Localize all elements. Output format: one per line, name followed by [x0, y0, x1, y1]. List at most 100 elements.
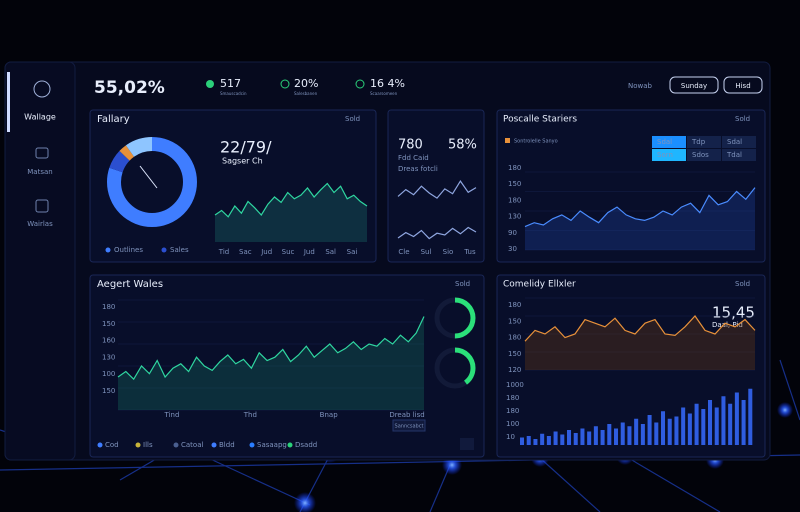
kpi-sub: Daal, Pid — [712, 321, 743, 329]
y-label: 90 — [508, 229, 517, 237]
bar — [734, 392, 739, 445]
line — [524, 315, 756, 342]
button[interactable] — [392, 419, 426, 432]
icon — [35, 199, 49, 213]
area — [118, 316, 424, 410]
y-label: 160 — [102, 337, 115, 345]
legend-label: Sales — [170, 246, 189, 254]
y-label: 150 — [102, 320, 115, 328]
nav-item[interactable]: Matsan — [27, 168, 52, 176]
legend-label: Ills — [143, 441, 153, 449]
y-label: 30 — [508, 245, 517, 253]
y-label: 100 — [506, 420, 519, 428]
table-text: Sdos — [692, 151, 709, 159]
button-label[interactable]: Sunday — [681, 82, 707, 90]
stat-label: Smauscadcin — [220, 91, 247, 96]
legend-label: Catoal — [181, 441, 203, 449]
bar — [640, 424, 645, 445]
y-label: 180 — [508, 334, 521, 342]
kpi: 15,45 — [712, 304, 755, 322]
button-label[interactable]: Sanncsabct — [395, 424, 424, 430]
link[interactable]: Nowab — [628, 82, 653, 90]
y-label: 130 — [508, 213, 521, 221]
x-label: Sal — [325, 248, 336, 256]
headline: 55,02% — [94, 78, 165, 98]
line — [524, 187, 756, 228]
panel-title: Comelidy Ellxler — [503, 280, 576, 290]
icon-button[interactable] — [460, 438, 474, 450]
area — [525, 187, 755, 250]
nav-item[interactable]: Wallage — [24, 113, 56, 122]
legend-label: Sasaapg — [257, 441, 287, 449]
y-label: 100 — [102, 370, 115, 378]
button-label[interactable]: Hisd — [735, 82, 750, 90]
legend-swatch — [161, 247, 167, 253]
table-text: Tdal — [726, 151, 742, 159]
legend-label: Bldd — [219, 441, 235, 449]
stat-value: 20% — [294, 77, 318, 90]
bar — [714, 407, 719, 445]
nav-item[interactable]: Wairlas — [27, 220, 53, 228]
icon — [206, 80, 214, 88]
x-label: Tid — [218, 248, 229, 256]
x-label: Dreab lisd — [389, 411, 424, 419]
x-label: Sai — [347, 248, 358, 256]
y-label: 150 — [508, 180, 521, 188]
table-cell — [687, 136, 721, 148]
bar — [687, 413, 692, 445]
button[interactable] — [723, 76, 763, 94]
y-label: 120 — [508, 366, 521, 374]
bar — [674, 416, 679, 445]
bar — [533, 439, 538, 445]
table-text: Sdal — [657, 138, 672, 146]
legend-swatch — [97, 442, 103, 448]
donut-needle — [139, 165, 158, 189]
dropdown[interactable]: Sold — [735, 280, 750, 288]
dropdown[interactable]: Sold — [455, 280, 470, 288]
area — [215, 183, 367, 242]
table-text: Sorn — [657, 151, 673, 159]
bar — [546, 436, 551, 445]
bar — [614, 428, 619, 445]
bar — [728, 403, 733, 445]
legend-label: Cod — [105, 441, 119, 449]
y-label: 180 — [102, 303, 115, 311]
icon — [35, 147, 49, 159]
bar — [654, 422, 659, 445]
bar — [748, 388, 753, 445]
panel-title: Aegert Wales — [97, 279, 163, 290]
bar — [587, 431, 592, 445]
donut-segment — [107, 137, 197, 227]
x-label: Sul — [421, 248, 432, 256]
button[interactable] — [669, 76, 719, 94]
table-cell — [687, 149, 721, 161]
x-label: Sio — [443, 248, 454, 256]
y-label: 180 — [508, 196, 521, 204]
bar — [560, 434, 565, 445]
x-label: Thd — [243, 411, 257, 419]
y-label: 130 — [102, 353, 115, 361]
y-label: 180 — [506, 394, 519, 402]
dropdown[interactable]: Sold — [345, 115, 360, 123]
sidebar — [4, 61, 76, 461]
line — [214, 182, 368, 218]
y-label: 150 — [102, 387, 115, 395]
bar — [526, 436, 531, 445]
legend-label: Outlines — [114, 246, 143, 254]
area — [525, 316, 755, 370]
bar — [520, 437, 525, 445]
x-label: Tus — [463, 248, 476, 256]
gauge-arc — [434, 297, 476, 339]
bar — [741, 400, 746, 445]
legend-swatch — [105, 247, 111, 253]
dropdown[interactable]: Sold — [735, 115, 750, 123]
legend-swatch — [287, 442, 293, 448]
x-label: Cle — [398, 248, 409, 256]
legend-swatch — [173, 442, 179, 448]
kpi: 22/79/ — [220, 138, 272, 157]
bar — [540, 433, 545, 445]
icon — [33, 80, 51, 98]
stat-label: Salesbanen — [294, 91, 318, 96]
